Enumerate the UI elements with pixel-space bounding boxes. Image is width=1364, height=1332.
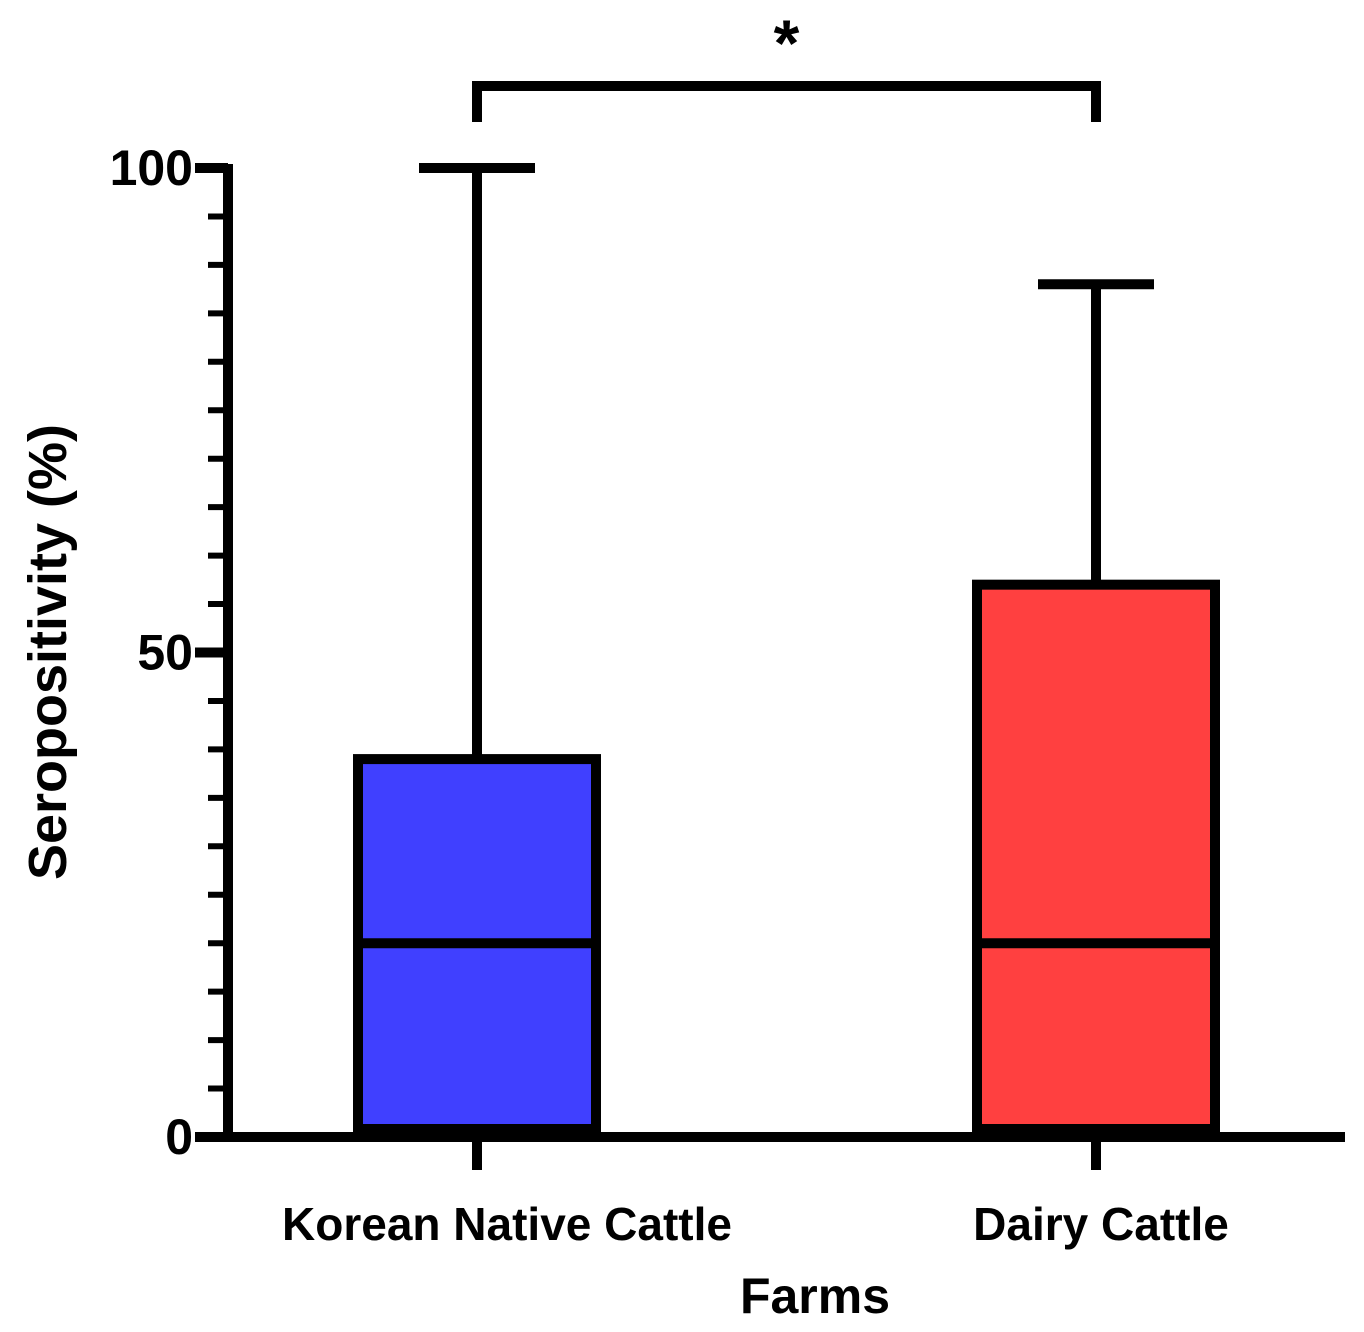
box-dairy-cattle bbox=[972, 579, 1220, 1134]
x-axis-title: Farms bbox=[740, 1268, 890, 1324]
y-axis-title: Seropositivity (%) bbox=[18, 424, 78, 880]
y-tick-label-50: 50 bbox=[137, 625, 193, 681]
x-tick-label-korean-native-cattle: Korean Native Cattle bbox=[282, 1198, 732, 1250]
significance-star: * bbox=[774, 6, 800, 80]
x-tick-label-dairy-cattle: Dairy Cattle bbox=[973, 1198, 1229, 1250]
boxes-layer bbox=[353, 163, 1220, 1135]
significance-bracket bbox=[472, 81, 1101, 122]
axes-layer: Korean Native Cattle Dairy Cattle 0 50 100 bbox=[110, 140, 1345, 1250]
significance-layer: * bbox=[472, 6, 1101, 122]
y-tick-label-100: 100 bbox=[110, 140, 193, 196]
y-tick-label-0: 0 bbox=[165, 1109, 193, 1165]
